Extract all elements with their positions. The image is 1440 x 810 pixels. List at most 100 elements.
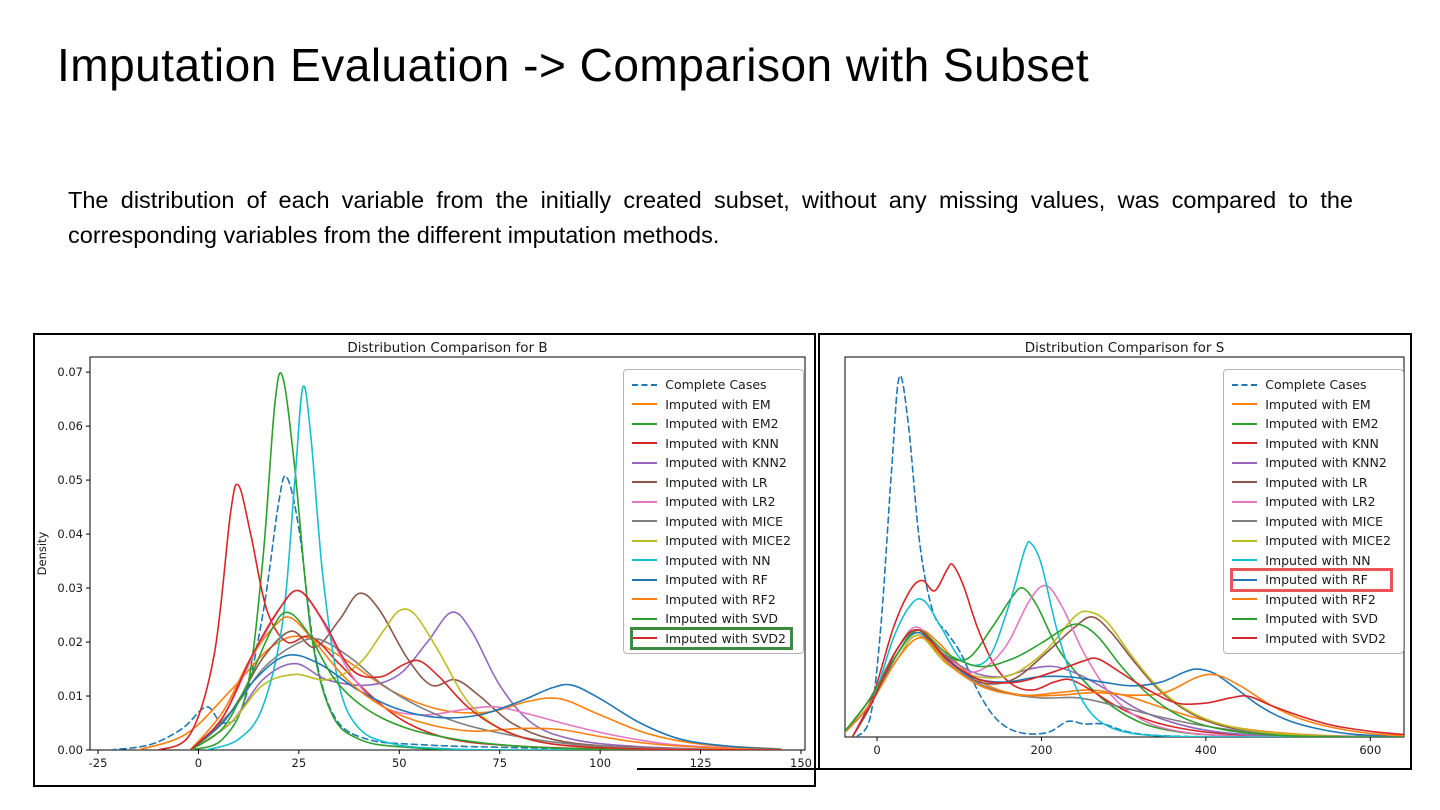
- legend-label: Complete Cases: [665, 377, 767, 393]
- figure-distribution-b: Distribution Comparison for B -25 0 25 50 75…: [33, 333, 816, 787]
- x-tick-label: 75: [492, 756, 507, 770]
- legend-label: Imputed with RF2: [665, 591, 776, 607]
- x-tick-label: 125: [690, 756, 712, 770]
- legend-item: Imputed with MICE: [632, 512, 791, 532]
- legend-label: Imputed with EM2: [1265, 416, 1379, 432]
- legend-item-highlighted: Imputed with SVD2: [630, 626, 793, 650]
- legend-label: Imputed with SVD2: [1265, 630, 1387, 646]
- legend-item: Imputed with SVD: [632, 609, 791, 629]
- legend-line-sample: [1232, 461, 1258, 464]
- legend-label: Imputed with RF2: [1265, 591, 1376, 607]
- legend-item: Imputed with RF: [632, 570, 791, 590]
- legend-label: Imputed with SVD: [665, 611, 779, 627]
- divider-line: [637, 768, 818, 770]
- series-line: [189, 611, 782, 750]
- y-tick-label: 0.02: [57, 635, 83, 649]
- legend-label: Imputed with EM: [665, 396, 771, 412]
- legend-label: Imputed with KNN2: [665, 455, 787, 471]
- legend-item: Imputed with MICE2: [1232, 531, 1391, 551]
- x-tick-label: 200: [1030, 743, 1052, 757]
- legend-label: Imputed with LR: [1265, 474, 1368, 490]
- legend-label: Imputed with LR2: [1265, 494, 1376, 510]
- legend-label: Imputed with KNN: [665, 435, 779, 451]
- legend-b: Complete Cases Imputed with EM Imputed wit…: [623, 369, 804, 654]
- legend-item: Imputed with LR: [632, 473, 791, 493]
- legend-label: Imputed with MICE: [1265, 513, 1384, 529]
- y-tick-label: 0.04: [57, 527, 83, 541]
- x-tick-label: 50: [392, 756, 407, 770]
- legend-item: Imputed with KNN2: [632, 453, 791, 473]
- legend-label: Imputed with EM: [1265, 396, 1371, 412]
- legend-label: Imputed with NN: [665, 552, 771, 568]
- legend-label: Imputed with RF: [1265, 572, 1368, 588]
- legend-item: Imputed with SVD2: [1232, 629, 1391, 649]
- figure-distribution-s: Distribution Comparison for S 0 200 400 600…: [818, 333, 1412, 770]
- chart-title-s: Distribution Comparison for S: [1024, 340, 1225, 356]
- legend-label: Imputed with MICE: [665, 513, 784, 529]
- legend-item: Imputed with KNN: [1232, 434, 1391, 454]
- series-line: [851, 629, 1404, 737]
- legend-item: Imputed with MICE: [1232, 512, 1391, 532]
- series-line: [851, 563, 1404, 737]
- y-tick-label: 0.07: [57, 365, 83, 379]
- series-line: [205, 385, 782, 750]
- legend-label: Imputed with NN: [1265, 552, 1371, 568]
- series-line: [189, 637, 782, 750]
- legend-line-sample: [632, 539, 658, 542]
- legend-item: Imputed with SVD: [1232, 609, 1391, 629]
- series-line: [189, 592, 782, 750]
- x-tick-label: 0: [195, 756, 202, 770]
- legend-line-sample: [632, 403, 658, 406]
- legend-line-sample: [1232, 520, 1258, 523]
- plot-b: -25 0 25 50 75 100 125 150 0.00 0.01 0.02 0.03 0.04 0…: [35, 356, 812, 770]
- legend-line-sample: [632, 383, 658, 386]
- legend-label: Imputed with KNN: [1265, 435, 1379, 451]
- series-line: [851, 540, 1404, 737]
- legend-item: Imputed with NN: [1232, 551, 1391, 571]
- legend-line-sample: [632, 500, 658, 503]
- series-line: [189, 654, 782, 750]
- legend-line-sample: [632, 481, 658, 484]
- x-tick-label: 0: [873, 743, 880, 757]
- legend-label: Imputed with SVD: [1265, 611, 1379, 627]
- y-tick-label: 0.03: [57, 581, 83, 595]
- legend-line-sample: [1232, 598, 1258, 601]
- legend-item: Complete Cases: [1232, 375, 1391, 395]
- y-axis-label: Density: [35, 531, 49, 575]
- legend-line-sample: [1232, 637, 1258, 640]
- legend-item: Imputed with EM: [632, 395, 791, 415]
- legend-line-sample: [1232, 481, 1258, 484]
- legend-line-sample: [1232, 559, 1258, 562]
- legend-label: Imputed with KNN2: [1265, 455, 1387, 471]
- legend-item: Imputed with EM2: [632, 414, 791, 434]
- x-tick-label: 25: [292, 756, 307, 770]
- plot-s: 0 200 400 600: [844, 356, 1405, 757]
- legend-item: Imputed with EM2: [1232, 414, 1391, 434]
- legend-label: Imputed with RF: [665, 572, 768, 588]
- y-tick-label: 0.00: [57, 743, 83, 757]
- legend-line-sample: [1232, 383, 1258, 386]
- y-tick-label: 0.06: [57, 419, 83, 433]
- legend-line-sample: [632, 617, 658, 620]
- legend-line-sample: [632, 520, 658, 523]
- legend-item: Imputed with RF2: [632, 590, 791, 610]
- legend-line-sample: [632, 461, 658, 464]
- chart-title-b: Distribution Comparison for B: [347, 340, 548, 356]
- legend-line-sample: [632, 559, 658, 562]
- legend-item: Complete Cases: [632, 375, 791, 395]
- body-paragraph: The distribution of each variable from t…: [68, 187, 1353, 248]
- legend-item: Imputed with LR2: [1232, 492, 1391, 512]
- legend-item: Imputed with KNN: [632, 434, 791, 454]
- legend-item: Imputed with MICE2: [632, 531, 791, 551]
- x-tick-label: 600: [1359, 743, 1381, 757]
- legend-item: Imputed with NN: [632, 551, 791, 571]
- x-tick-label: 400: [1195, 743, 1217, 757]
- legend-line-sample: [1232, 539, 1258, 542]
- legend-label: Imputed with EM2: [665, 416, 779, 432]
- axes-frame: [844, 356, 1405, 738]
- legend-line-sample: [1232, 578, 1258, 581]
- legend-line-sample: [1232, 442, 1258, 445]
- series-line: [189, 611, 782, 750]
- series-line: [845, 636, 1404, 737]
